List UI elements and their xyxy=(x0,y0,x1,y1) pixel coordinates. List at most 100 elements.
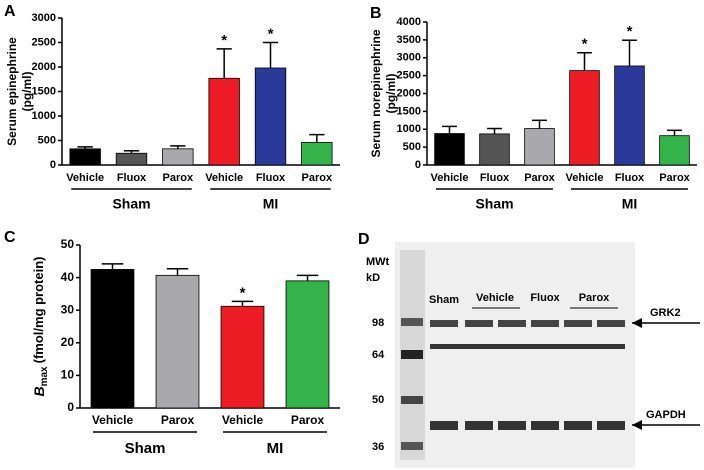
group-label: Sham xyxy=(125,440,166,457)
y-tick-label: 3500 xyxy=(397,34,421,46)
bar xyxy=(659,135,690,166)
bar xyxy=(69,148,101,166)
group-label: Sham xyxy=(112,196,150,212)
x-tick-label: Fluox xyxy=(117,172,147,184)
lane-label: Parox xyxy=(579,292,610,304)
bar xyxy=(434,133,465,166)
gapdh-bands xyxy=(430,421,625,430)
arrow-head xyxy=(632,420,642,430)
y-tick-label: 2500 xyxy=(32,36,56,48)
x-tick-label: Parox xyxy=(524,172,555,184)
y-tick-label: 1500 xyxy=(32,85,56,97)
marker-label: 36 xyxy=(372,441,384,453)
y-label-line: (pg/ml) xyxy=(384,74,398,114)
band-label: GAPDH xyxy=(646,409,686,421)
y-tick-label: 0 xyxy=(67,400,74,414)
y-label-line: Serum epinephrine xyxy=(5,37,19,146)
y-tick-label: 2000 xyxy=(32,61,56,73)
significance-mark: * xyxy=(268,25,274,42)
panel-label: C xyxy=(4,229,16,246)
y-tick-label: 1000 xyxy=(397,123,421,135)
y-tick-label: 500 xyxy=(403,141,421,153)
significance-mark: * xyxy=(627,23,633,40)
bar xyxy=(614,65,645,166)
y-axis-label: Bmax (fmol/mg protein) xyxy=(31,256,50,396)
x-tick-label: Fluox xyxy=(256,172,286,184)
bar xyxy=(254,67,287,166)
group-label: MI xyxy=(267,440,284,457)
y-tick-label: 1500 xyxy=(397,105,421,117)
ladder-band xyxy=(401,442,423,450)
bar xyxy=(569,70,600,166)
significance-mark: * xyxy=(221,32,227,49)
y-tick-label: 2000 xyxy=(397,87,421,99)
y-tick-label: 2500 xyxy=(397,70,421,82)
y-tick-label: 0 xyxy=(50,159,56,171)
y-tick-label: 4000 xyxy=(397,16,421,28)
y-label-unit: (fmol/mg protein) xyxy=(31,256,46,363)
x-tick-label: Vehicle xyxy=(566,172,604,184)
ladder-band xyxy=(401,318,423,326)
panel-label: B xyxy=(370,5,382,22)
x-tick-label: Vehicle xyxy=(205,172,243,184)
mw-title: kD xyxy=(366,272,380,284)
y-label-line: Serum norepinephrine xyxy=(369,29,383,157)
x-tick-label: Vehicle xyxy=(222,413,264,427)
lane-label: Sham xyxy=(429,294,459,306)
x-tick-label: Parox xyxy=(659,172,690,184)
bar xyxy=(208,77,240,166)
y-label-symbol: B xyxy=(31,386,47,396)
panel-label: D xyxy=(358,231,370,248)
x-tick-label: Vehicle xyxy=(92,413,134,427)
y-label-subscript: max xyxy=(39,366,50,386)
y-axis-label: Serum epinephrine(pg/ml) xyxy=(5,37,34,146)
bar xyxy=(524,128,555,166)
mw-title: MWt xyxy=(366,256,390,268)
y-tick-label: 3000 xyxy=(32,12,56,24)
y-tick-label: 10 xyxy=(61,368,75,382)
significance-mark: * xyxy=(240,284,246,301)
bar xyxy=(155,274,200,409)
x-tick-label: Vehicle xyxy=(66,172,104,184)
grk2-bands xyxy=(430,320,625,327)
marker-label: 64 xyxy=(372,349,385,361)
y-tick-label: 40 xyxy=(61,270,75,284)
y-label-line: (pg/ml) xyxy=(20,72,34,112)
marker-label: 98 xyxy=(372,317,384,329)
significance-mark: * xyxy=(582,36,588,53)
x-tick-label: Parox xyxy=(291,413,325,427)
bar xyxy=(162,148,194,166)
y-tick-label: 0 xyxy=(415,159,421,171)
y-tick-label: 50 xyxy=(61,237,75,251)
bar xyxy=(220,305,265,409)
bar xyxy=(479,133,510,166)
x-tick-label: Fluox xyxy=(615,172,645,184)
band-label: GRK2 xyxy=(650,307,681,319)
mid-band xyxy=(430,344,625,349)
group-label: Sham xyxy=(475,196,513,212)
bar xyxy=(90,269,135,409)
x-tick-label: Parox xyxy=(161,413,195,427)
group-label: MI xyxy=(263,196,279,212)
bar xyxy=(115,152,148,166)
bar xyxy=(285,280,330,409)
blot-membrane xyxy=(395,242,635,468)
x-tick-label: Parox xyxy=(302,172,333,184)
lane-label: Vehicle xyxy=(476,292,514,304)
marker-label: 50 xyxy=(372,394,384,406)
y-tick-label: 20 xyxy=(61,335,75,349)
panel-label: A xyxy=(4,3,16,20)
y-tick-label: 1000 xyxy=(32,110,56,122)
x-tick-label: Parox xyxy=(163,172,194,184)
x-tick-label: Vehicle xyxy=(431,172,469,184)
y-axis-label: Serum norepinephrine(pg/ml) xyxy=(369,29,398,157)
y-tick-label: 30 xyxy=(61,302,75,316)
arrow-head xyxy=(632,318,642,328)
group-label: MI xyxy=(622,196,638,212)
y-tick-label: 500 xyxy=(38,134,56,146)
lane-label: Fluox xyxy=(530,292,560,304)
ladder-band xyxy=(401,396,423,404)
x-tick-label: Fluox xyxy=(480,172,510,184)
bar xyxy=(301,142,333,166)
